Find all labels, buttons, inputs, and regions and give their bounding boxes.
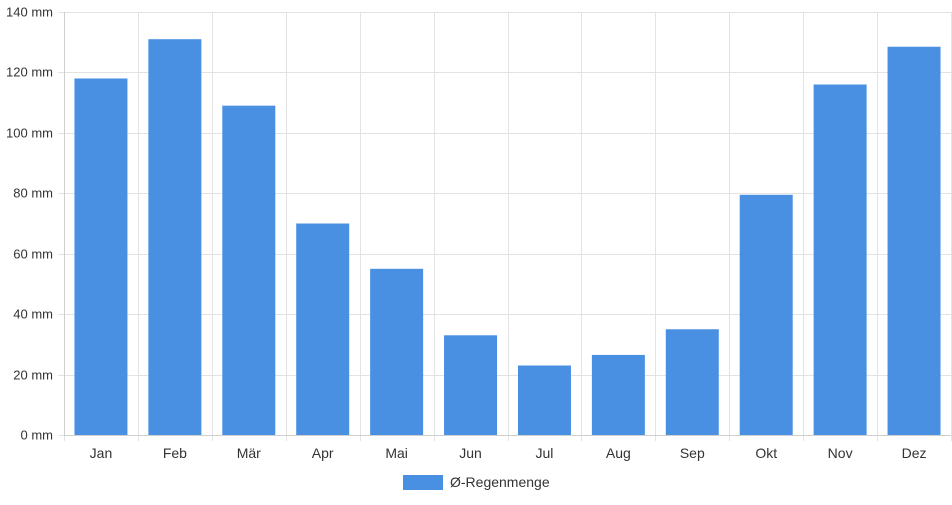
- x-tick-label: Mär: [237, 445, 261, 461]
- bar-aug[interactable]: Aug: 26.5 mm: [591, 354, 645, 435]
- bar-dez[interactable]: Dez: 128.5 mm: [887, 46, 941, 435]
- bar-layer: Jan: 118 mm Feb: 131 mm Mär: 109 mm Apr: 70…: [74, 39, 941, 436]
- bar-mär[interactable]: Mär: 109 mm: [222, 105, 276, 436]
- y-tick-label: 20 mm: [13, 368, 53, 383]
- y-tick-label: 120 mm: [6, 65, 53, 80]
- axis-layer: 0 mm 20 mm 40 mm 60 mm 80 mm 100 mm 120 mm 140 …: [6, 5, 951, 461]
- x-tick-label: Mai: [385, 445, 408, 461]
- grid-layer: [58, 12, 952, 441]
- x-tick-label: Jan: [90, 445, 113, 461]
- y-tick-label: 60 mm: [13, 247, 53, 262]
- bar-apr[interactable]: Apr: 70 mm: [296, 223, 350, 436]
- y-tick-label: 40 mm: [13, 307, 53, 322]
- bar-sep[interactable]: Sep: 35 mm: [665, 329, 719, 435]
- bar-feb[interactable]: Feb: 131 mm: [148, 39, 202, 435]
- y-tick-label: 140 mm: [6, 5, 53, 20]
- x-tick-label: Dez: [902, 445, 927, 461]
- y-tick-label: 80 mm: [13, 186, 53, 201]
- bar-jan[interactable]: Jan: 118 mm: [74, 78, 128, 435]
- x-tick-label: Sep: [680, 445, 705, 461]
- x-tick-label: Nov: [828, 445, 853, 461]
- legend-swatch[interactable]: [403, 475, 443, 490]
- bar-jun[interactable]: Jun: 33 mm: [444, 335, 498, 435]
- bar-okt[interactable]: Okt: 79.5 mm: [739, 194, 793, 435]
- x-tick-label: Jul: [536, 445, 554, 461]
- x-tick-label: Aug: [606, 445, 631, 461]
- x-tick-label: Feb: [163, 445, 187, 461]
- legend[interactable]: Ø-Regenmenge: [403, 474, 550, 490]
- y-tick-label: 0 mm: [21, 428, 54, 443]
- bar-nov[interactable]: Nov: 116 mm: [813, 84, 867, 435]
- x-tick-label: Okt: [755, 445, 777, 461]
- x-tick-label: Apr: [312, 445, 334, 461]
- x-tick-label: Jun: [459, 445, 482, 461]
- y-tick-label: 100 mm: [6, 126, 53, 141]
- legend-label[interactable]: Ø-Regenmenge: [450, 474, 550, 490]
- bar-mai[interactable]: Mai: 55 mm: [370, 268, 424, 435]
- bar-jul[interactable]: Jul: 23 mm: [517, 365, 571, 435]
